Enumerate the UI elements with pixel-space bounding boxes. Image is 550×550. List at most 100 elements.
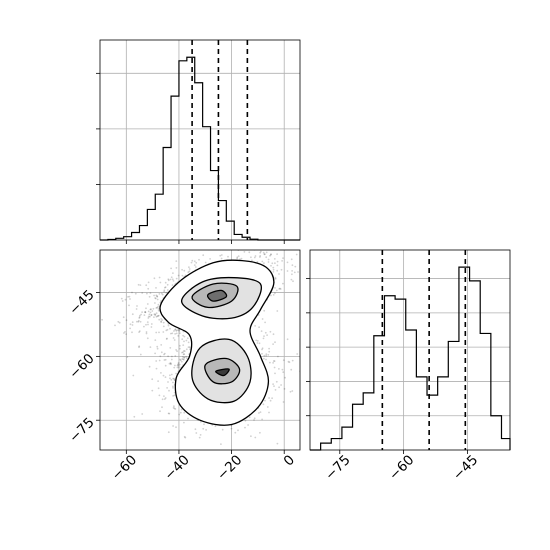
sample-point	[156, 295, 159, 298]
sample-point	[296, 353, 299, 355]
sample-point	[171, 278, 174, 281]
sample-point	[174, 328, 177, 330]
sample-point	[170, 363, 172, 366]
sample-point	[278, 288, 281, 290]
sample-point	[161, 398, 164, 401]
sample-point	[121, 300, 124, 302]
sample-point	[220, 257, 223, 260]
sample-point	[151, 310, 154, 312]
sample-point	[167, 431, 170, 434]
sample-point	[261, 318, 264, 320]
sample-point	[297, 271, 299, 273]
sample-point	[177, 363, 180, 365]
sample-point	[264, 253, 266, 256]
sample-point	[254, 436, 257, 439]
sample-point	[155, 367, 158, 370]
sample-point	[281, 368, 284, 371]
sample-point	[274, 292, 276, 294]
sample-point	[248, 251, 251, 254]
sample-point	[149, 346, 152, 348]
sample-point	[185, 355, 188, 358]
sample-point	[167, 381, 169, 383]
sample-point	[177, 363, 179, 366]
sample-point	[156, 306, 159, 309]
sample-point	[124, 298, 127, 301]
sample-point	[157, 308, 160, 310]
hist-param1-steps	[100, 56, 300, 241]
sample-point	[154, 297, 157, 300]
sample-point	[259, 256, 261, 258]
sample-point	[291, 390, 294, 392]
sample-point	[139, 284, 142, 286]
sample-point	[157, 315, 160, 317]
sample-point	[181, 351, 183, 354]
sample-point	[183, 269, 186, 272]
sample-point	[180, 360, 183, 363]
sample-point	[264, 321, 266, 324]
sample-point	[183, 350, 185, 352]
sample-point	[175, 349, 178, 351]
joint-ytick-label: −45	[66, 287, 97, 318]
hist-param2-xtick-label: −75	[322, 452, 353, 483]
sample-point	[156, 295, 159, 298]
sample-point	[181, 268, 184, 271]
sample-point	[156, 315, 159, 318]
sample-point	[276, 260, 279, 263]
sample-point	[261, 352, 263, 355]
sample-point	[173, 330, 175, 332]
sample-point	[163, 290, 166, 293]
sample-point	[170, 373, 173, 376]
sample-point	[160, 344, 163, 346]
sample-point	[155, 307, 158, 309]
sample-point	[281, 260, 283, 262]
sample-point	[202, 254, 205, 257]
sample-point	[183, 340, 185, 343]
sample-point	[237, 255, 240, 257]
sample-point	[177, 366, 180, 369]
sample-point	[173, 394, 176, 397]
sample-point	[154, 313, 157, 316]
sample-point	[178, 330, 181, 332]
sample-point	[243, 251, 246, 253]
sample-point	[139, 314, 141, 317]
sample-point	[193, 260, 196, 263]
sample-point	[153, 313, 156, 316]
sample-point	[114, 324, 116, 327]
sample-point	[118, 321, 121, 324]
sample-point	[170, 362, 172, 365]
sample-point	[272, 266, 275, 269]
sample-point	[163, 352, 166, 355]
sample-point	[270, 253, 272, 256]
sample-point	[152, 307, 155, 310]
sample-point	[137, 320, 140, 323]
sample-point	[265, 256, 268, 259]
histogram-param2-panel: −75 −60 −45	[306, 249, 511, 484]
sample-point	[264, 399, 266, 402]
sample-point	[203, 423, 205, 426]
sample-point	[146, 303, 149, 305]
sample-point	[167, 279, 170, 282]
sample-point	[272, 333, 275, 336]
sample-point	[182, 351, 184, 353]
sample-point	[162, 321, 165, 324]
sample-point	[164, 397, 167, 399]
sample-point	[186, 357, 188, 360]
sample-point	[193, 264, 196, 266]
hist-param1-frame	[99, 39, 301, 241]
sample-point	[149, 292, 152, 294]
sample-point	[158, 276, 161, 279]
sample-point	[263, 253, 266, 256]
sample-point	[261, 348, 263, 351]
sample-point	[169, 347, 172, 349]
sample-point	[291, 270, 293, 272]
sample-point	[260, 250, 262, 253]
sample-point	[151, 389, 154, 392]
sample-point	[270, 294, 272, 297]
sample-point	[188, 346, 191, 349]
sample-point	[186, 337, 189, 340]
sample-point	[144, 311, 146, 313]
sample-point	[189, 348, 191, 351]
sample-point	[141, 311, 144, 313]
sample-point	[145, 307, 147, 310]
sample-point	[148, 295, 151, 298]
